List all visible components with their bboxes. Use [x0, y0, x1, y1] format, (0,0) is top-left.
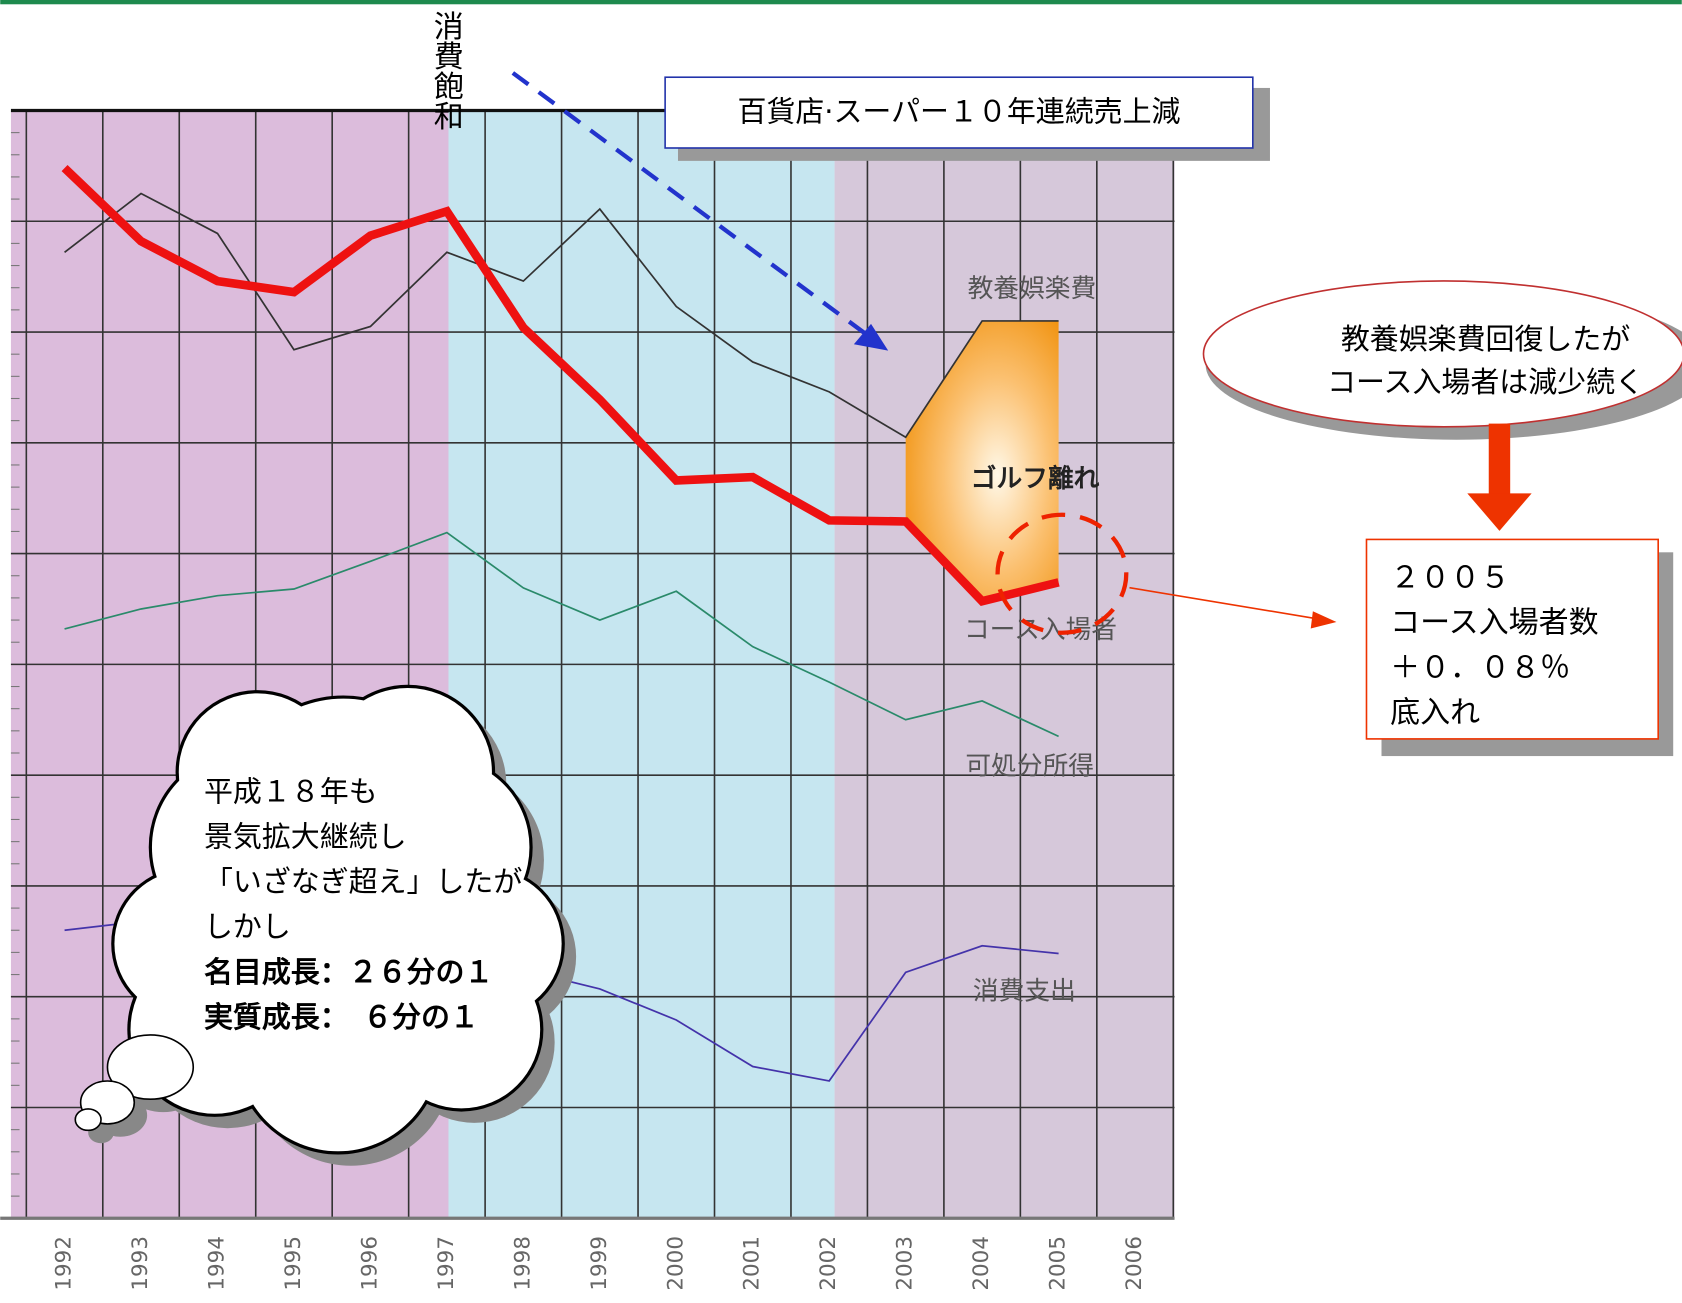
- x-tick-label: 1996: [357, 1236, 382, 1291]
- saturation-note: 消費飽和: [428, 11, 464, 131]
- series-label: 教養娯楽費: [968, 274, 1097, 304]
- down-arrow-head: [1467, 493, 1532, 531]
- x-tick-label: 2004: [969, 1236, 994, 1291]
- note-box: [1365, 538, 1659, 740]
- cloud: [74, 684, 565, 1155]
- series-line: [61, 164, 1060, 606]
- box-text: ２００５: [1390, 561, 1510, 596]
- pointer-head: [1310, 611, 1337, 629]
- x-tick-label: 1993: [128, 1236, 153, 1291]
- x-tick-label: 1998: [510, 1236, 535, 1291]
- cloud-text: 景気拡大継続し: [204, 820, 407, 854]
- note-box: [664, 76, 1254, 149]
- x-tick-label: 2000: [663, 1236, 688, 1291]
- arrow-head: [853, 323, 889, 351]
- callout-text: コース入場者は減少続く: [1327, 365, 1644, 399]
- box-text: 底入れ: [1390, 696, 1480, 731]
- box-text: ＋０．０８％: [1390, 651, 1570, 686]
- cloud-text: 平成１８年も: [204, 775, 378, 809]
- cloud-part: [178, 693, 337, 851]
- golf-label: ゴルフ離れ: [971, 463, 1100, 494]
- down-arrow: [1488, 423, 1511, 497]
- series-line: [64, 192, 1059, 439]
- cloud-text: 実質成長： ６分の１: [204, 1000, 479, 1034]
- x-tick-label: 2006: [1122, 1236, 1147, 1291]
- x-tick-label: 1992: [52, 1236, 77, 1291]
- callout: [1202, 280, 1682, 428]
- cloud-text: 「いざなぎ超え」したが: [204, 865, 522, 899]
- pointer: [1129, 586, 1318, 620]
- cloud-text: しかし: [204, 910, 291, 944]
- note-text: 百貨店·スーパー１０年連続売上減: [737, 95, 1180, 129]
- cloud-part: [323, 687, 492, 857]
- top-border: [0, 0, 1682, 5]
- x-tick-label: 1997: [434, 1236, 459, 1291]
- x-tick-label: 1995: [281, 1236, 306, 1291]
- x-tick-label: 1994: [204, 1236, 229, 1291]
- cloud-text: 名目成長：２６分の１: [204, 955, 493, 989]
- cloud-bubble: [74, 1108, 102, 1132]
- box-text: コース入場者数: [1390, 606, 1599, 641]
- series-line: [64, 531, 1059, 738]
- series-label: 消費支出: [973, 976, 1076, 1006]
- x-tick-label: 2003: [893, 1236, 918, 1291]
- series-label: 可処分所得: [965, 751, 1094, 781]
- dashed-circle: [995, 512, 1129, 635]
- callout-text: 教養娯楽費回復したが: [1341, 322, 1630, 356]
- cloud-bubble: [106, 1034, 195, 1101]
- x-tick-label: 2002: [816, 1236, 841, 1291]
- x-tick-label: 1999: [587, 1236, 612, 1291]
- marks: 1992 1993 1994 1995 1996 1997 1998 1999 2000 2001…: [52, 164, 1147, 1291]
- x-tick-label: 2001: [740, 1236, 765, 1291]
- x-tick-label: 2005: [1046, 1236, 1071, 1291]
- trend-arrow: [511, 71, 873, 340]
